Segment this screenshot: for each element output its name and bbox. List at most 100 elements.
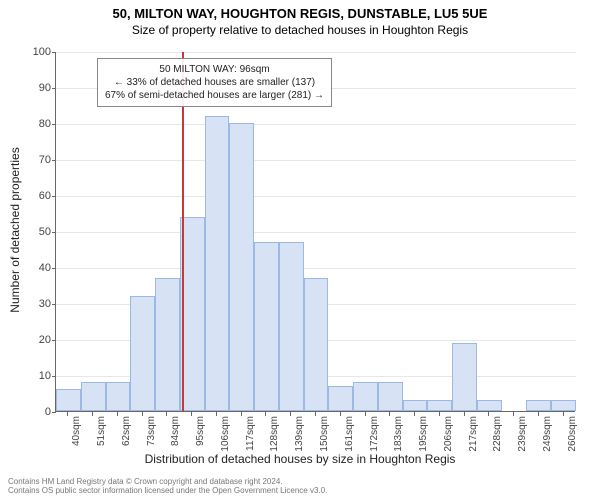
xtick-mark — [538, 412, 539, 416]
xtick-mark — [439, 412, 440, 416]
histogram-bar — [254, 242, 279, 411]
histogram-bar — [452, 343, 477, 411]
xtick-label: 128sqm — [269, 416, 280, 452]
histogram-bar — [56, 389, 81, 411]
xtick-mark — [265, 412, 266, 416]
xtick-label: 106sqm — [220, 416, 231, 452]
ytick-label: 50 — [11, 226, 51, 238]
ytick-mark — [52, 196, 56, 197]
ytick-mark — [52, 232, 56, 233]
chart-title: 50, MILTON WAY, HOUGHTON REGIS, DUNSTABL… — [0, 0, 600, 21]
xtick-label: 150sqm — [319, 416, 330, 452]
xtick-mark — [166, 412, 167, 416]
ytick-label: 20 — [11, 334, 51, 346]
chart-subtitle: Size of property relative to detached ho… — [0, 21, 600, 37]
gridline — [56, 124, 576, 125]
histogram-bar — [403, 400, 428, 411]
histogram-bar — [378, 382, 403, 411]
annotation-line2: ← 33% of detached houses are smaller (13… — [105, 76, 324, 89]
ytick-mark — [52, 88, 56, 89]
histogram-bar — [155, 278, 180, 411]
ytick-mark — [52, 124, 56, 125]
ytick-label: 10 — [11, 370, 51, 382]
ytick-label: 0 — [11, 406, 51, 418]
histogram-bar — [106, 382, 131, 411]
xtick-label: 249sqm — [542, 416, 553, 452]
histogram-bar — [427, 400, 452, 411]
xtick-mark — [414, 412, 415, 416]
xtick-label: 228sqm — [492, 416, 503, 452]
xtick-label: 172sqm — [369, 416, 380, 452]
footer-line2: Contains OS public sector information li… — [8, 486, 327, 496]
xtick-mark — [389, 412, 390, 416]
ytick-label: 70 — [11, 154, 51, 166]
xtick-mark — [365, 412, 366, 416]
xtick-mark — [67, 412, 68, 416]
xtick-label: 183sqm — [393, 416, 404, 452]
xtick-label: 62sqm — [121, 416, 132, 446]
xtick-label: 161sqm — [344, 416, 355, 452]
gridline — [56, 160, 576, 161]
xtick-mark — [191, 412, 192, 416]
histogram-bar — [130, 296, 155, 411]
chart-area: 50 MILTON WAY: 96sqm ← 33% of detached h… — [55, 52, 575, 412]
histogram-bar — [526, 400, 551, 411]
xtick-mark — [488, 412, 489, 416]
ytick-label: 100 — [11, 46, 51, 58]
xtick-label: 239sqm — [517, 416, 528, 452]
footer: Contains HM Land Registry data © Crown c… — [8, 477, 327, 496]
xtick-label: 95sqm — [195, 416, 206, 446]
histogram-bar — [477, 400, 502, 411]
histogram-bar — [304, 278, 329, 411]
ytick-mark — [52, 304, 56, 305]
xtick-label: 40sqm — [71, 416, 82, 446]
histogram-bar — [551, 400, 576, 411]
xtick-mark — [290, 412, 291, 416]
ytick-label: 80 — [11, 118, 51, 130]
annotation-box: 50 MILTON WAY: 96sqm ← 33% of detached h… — [97, 58, 332, 107]
gridline — [56, 268, 576, 269]
xtick-mark — [464, 412, 465, 416]
xtick-mark — [340, 412, 341, 416]
ytick-mark — [52, 52, 56, 53]
histogram-bar — [279, 242, 304, 411]
histogram-bar — [229, 123, 254, 411]
xtick-label: 217sqm — [468, 416, 479, 452]
ytick-mark — [52, 412, 56, 413]
xtick-mark — [117, 412, 118, 416]
gridline — [56, 232, 576, 233]
xtick-label: 195sqm — [418, 416, 429, 452]
gridline — [56, 52, 576, 53]
ytick-mark — [52, 376, 56, 377]
xtick-mark — [563, 412, 564, 416]
xtick-mark — [216, 412, 217, 416]
xtick-mark — [315, 412, 316, 416]
xtick-label: 139sqm — [294, 416, 305, 452]
xtick-mark — [241, 412, 242, 416]
xtick-label: 260sqm — [567, 416, 578, 452]
ytick-mark — [52, 340, 56, 341]
histogram-bar — [81, 382, 106, 411]
ytick-label: 30 — [11, 298, 51, 310]
xtick-label: 206sqm — [443, 416, 454, 452]
xtick-mark — [513, 412, 514, 416]
x-axis-label: Distribution of detached houses by size … — [0, 452, 600, 466]
ytick-label: 40 — [11, 262, 51, 274]
xtick-mark — [142, 412, 143, 416]
gridline — [56, 196, 576, 197]
xtick-label: 84sqm — [170, 416, 181, 446]
histogram-bar — [328, 386, 353, 411]
xtick-label: 73sqm — [146, 416, 157, 446]
ytick-mark — [52, 160, 56, 161]
ytick-mark — [52, 268, 56, 269]
histogram-bar — [353, 382, 378, 411]
footer-line1: Contains HM Land Registry data © Crown c… — [8, 477, 327, 487]
histogram-bar — [205, 116, 230, 411]
xtick-mark — [92, 412, 93, 416]
annotation-line1: 50 MILTON WAY: 96sqm — [105, 63, 324, 76]
xtick-label: 51sqm — [96, 416, 107, 446]
annotation-line3: 67% of semi-detached houses are larger (… — [105, 89, 324, 102]
ytick-label: 60 — [11, 190, 51, 202]
xtick-label: 117sqm — [245, 416, 256, 451]
ytick-label: 90 — [11, 82, 51, 94]
